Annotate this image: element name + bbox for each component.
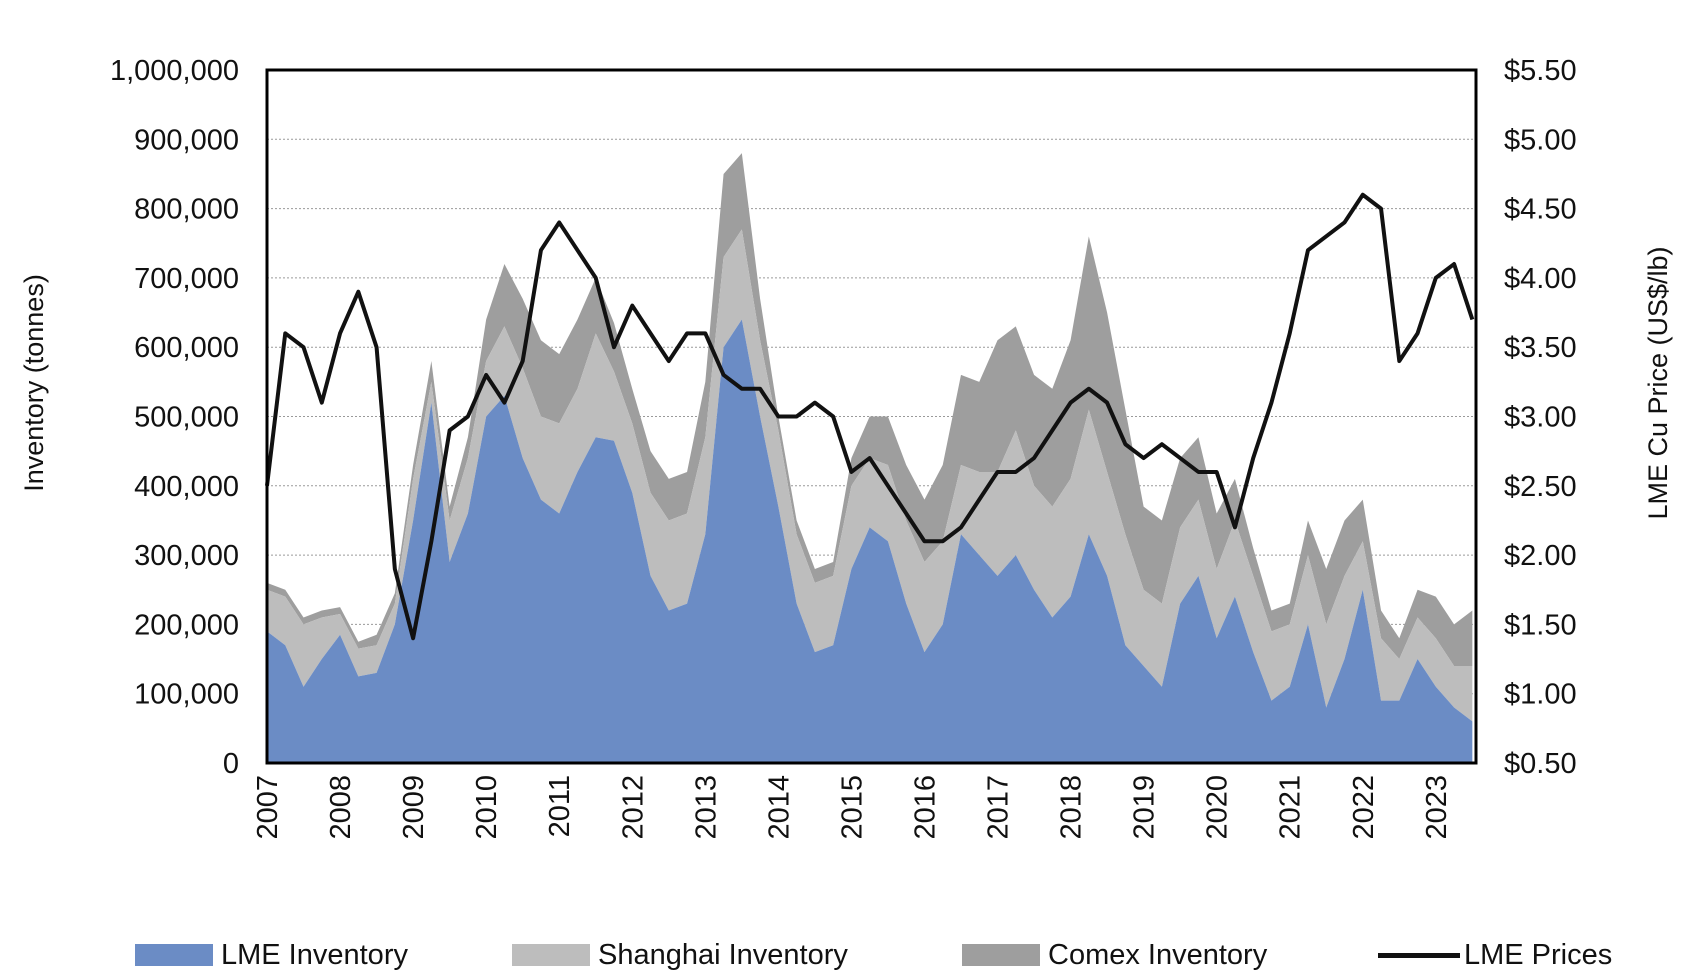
plot-area-frame <box>265 68 1478 765</box>
y2-tick-label: $4.50 <box>1504 194 1577 226</box>
line-lme-prices <box>265 192 1475 641</box>
y2-tick-label: $4.00 <box>1504 263 1577 295</box>
x-tick-label: 2017 <box>983 775 1015 840</box>
x-tick-label: 2022 <box>1348 775 1380 840</box>
x-tick-label: 2020 <box>1202 775 1234 840</box>
x-tick-label: 2008 <box>325 775 357 840</box>
legend: LME Inventory Shanghai Inventory Comex I… <box>0 935 1695 975</box>
x-tick-label: 2019 <box>1129 775 1161 840</box>
x-axis-ticks: 2007 2008 2009 2010 2011 2012 2013 2014 2015 2016… <box>252 775 1453 840</box>
y2-tick-label: $1.00 <box>1504 679 1577 711</box>
right-axis-title: LME Cu Price (US$/lb) <box>1643 246 1673 519</box>
y2-tick-label: $5.00 <box>1504 124 1577 156</box>
y-tick-label: 0 <box>223 748 239 780</box>
right-axis-ticks: $0.50 $1.00 $1.50 $2.00 $2.50 $3.00 $3.50 $4.00… <box>1504 55 1577 780</box>
x-tick-label: 2007 <box>252 775 284 840</box>
legend-item-lme-prices: LME Prices <box>1378 935 1612 975</box>
y-tick-label: 100,000 <box>134 679 239 711</box>
chart: 0 100,000 200,000 300,000 400,000 500,000 600,… <box>19 55 1673 840</box>
legend-swatch-comex-inventory <box>962 944 1040 966</box>
legend-item-shanghai-inventory: Shanghai Inventory <box>512 935 848 975</box>
legend-label-lme-inventory: LME Inventory <box>221 938 408 971</box>
legend-item-comex-inventory: Comex Inventory <box>962 935 1267 975</box>
y-tick-label: 1,000,000 <box>110 55 239 87</box>
price-line-group <box>265 192 1475 641</box>
y2-tick-label: $3.50 <box>1504 332 1577 364</box>
x-tick-label: 2011 <box>544 775 576 837</box>
x-tick-label: 2014 <box>763 775 795 840</box>
y2-tick-label: $1.50 <box>1504 609 1577 641</box>
legend-swatch-lme-prices <box>1378 952 1460 958</box>
legend-label-comex-inventory: Comex Inventory <box>1048 938 1268 971</box>
y2-tick-label: $0.50 <box>1504 748 1577 780</box>
x-tick-label: 2010 <box>471 775 503 840</box>
y-tick-label: 400,000 <box>134 471 239 503</box>
x-tick-label: 2013 <box>690 775 722 840</box>
y-tick-label: 700,000 <box>134 263 239 295</box>
x-tick-label: 2009 <box>398 775 430 840</box>
area-lme-inventory <box>267 319 1473 763</box>
x-tick-label: 2023 <box>1421 775 1453 840</box>
y-tick-label: 500,000 <box>134 402 239 434</box>
y-tick-label: 200,000 <box>134 609 239 641</box>
area-comex-inventory <box>267 153 1473 666</box>
y2-tick-label: $3.00 <box>1504 402 1577 434</box>
legend-swatch-shanghai-inventory <box>512 944 590 966</box>
x-tick-label: 2012 <box>617 775 649 840</box>
legend-swatch-lme-inventory <box>135 944 213 966</box>
y-tick-label: 800,000 <box>134 194 239 226</box>
x-tick-label: 2018 <box>1056 775 1088 840</box>
y-tick-label: 900,000 <box>134 124 239 156</box>
left-axis-title: Inventory (tonnes) <box>19 274 49 492</box>
y2-tick-label: $2.00 <box>1504 540 1577 572</box>
legend-label-lme-prices: LME Prices <box>1464 938 1613 971</box>
left-axis-ticks: 0 100,000 200,000 300,000 400,000 500,000 600,… <box>110 55 239 780</box>
y2-tick-label: $5.50 <box>1504 55 1577 87</box>
y-tick-label: 600,000 <box>134 332 239 364</box>
x-tick-label: 2016 <box>909 775 941 840</box>
area-shanghai-inventory <box>267 229 1473 722</box>
inventory-areas <box>267 153 1473 763</box>
x-tick-label: 2021 <box>1275 775 1307 840</box>
legend-label-shanghai-inventory: Shanghai Inventory <box>598 938 848 971</box>
x-tick-label: 2015 <box>836 775 868 840</box>
legend-item-lme-inventory: LME Inventory <box>135 935 408 975</box>
y-tick-label: 300,000 <box>134 540 239 572</box>
y2-tick-label: $2.50 <box>1504 471 1577 503</box>
